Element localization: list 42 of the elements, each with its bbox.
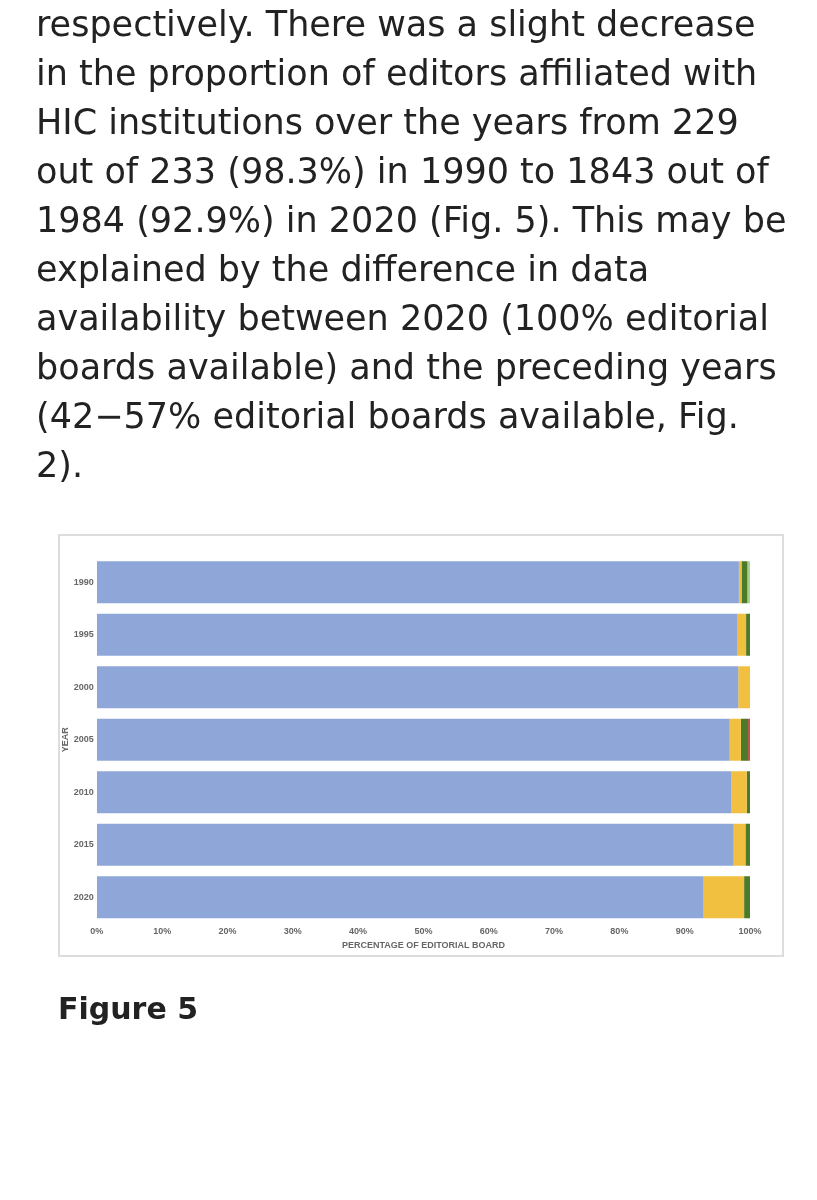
bar	[96, 823, 734, 866]
bar	[729, 718, 741, 761]
y-tick-label: 2000	[73, 681, 94, 692]
bar	[96, 718, 730, 761]
bar	[737, 613, 747, 656]
y-tick-label: 1995	[73, 629, 94, 640]
x-tick-label: 80%	[610, 926, 629, 937]
bar	[747, 561, 750, 604]
x-tick-label: 90%	[675, 926, 694, 937]
bar	[746, 613, 750, 656]
x-tick-label: 20%	[218, 926, 237, 937]
y-axis-title: YEAR	[59, 726, 70, 753]
x-tick-label: 0%	[90, 926, 104, 937]
x-tick-label: 30%	[283, 926, 302, 937]
x-tick-label: 70%	[545, 926, 564, 937]
bar	[745, 823, 750, 866]
bar	[96, 561, 739, 604]
x-tick-label: 100%	[738, 926, 762, 937]
x-tick-label: 60%	[479, 926, 498, 937]
bar	[703, 876, 745, 919]
bar	[731, 771, 747, 814]
bar	[96, 876, 704, 919]
y-tick-label: 2015	[73, 839, 94, 850]
y-tick-label: 2010	[73, 786, 94, 797]
y-tick-label: 1990	[73, 576, 94, 587]
bar	[733, 823, 746, 866]
y-tick-label: 2020	[73, 891, 94, 902]
caption: Figure 5	[58, 991, 200, 1026]
bar	[738, 666, 750, 709]
bar	[746, 771, 750, 814]
bar	[96, 613, 738, 656]
x-tick-label: 10%	[153, 926, 172, 937]
bar	[96, 771, 732, 814]
text: respectively. There was a slight decrease in the proportion of editors affiliated with HIC institutions over the years from 229 out of 233 (98.3%) in 1990 to 1843 out of 1984 (92.9%) in 2020 (Fig. 5). This may be explained by the difference in data availability between 2020 (100% editorial boards available) and the preceding years (42−57% editorial boards available, Fig. 2).	[36, 4, 787, 485]
bar	[738, 561, 742, 604]
bar	[740, 718, 749, 761]
x-axis-title: PERCENTAGE OF EDITORIAL BOARD	[341, 940, 506, 951]
x-tick-label: 50%	[414, 926, 433, 937]
bar	[744, 876, 750, 919]
bar	[96, 666, 739, 709]
x-tick-label: 40%	[349, 926, 368, 937]
y-tick-label: 2005	[73, 734, 94, 745]
